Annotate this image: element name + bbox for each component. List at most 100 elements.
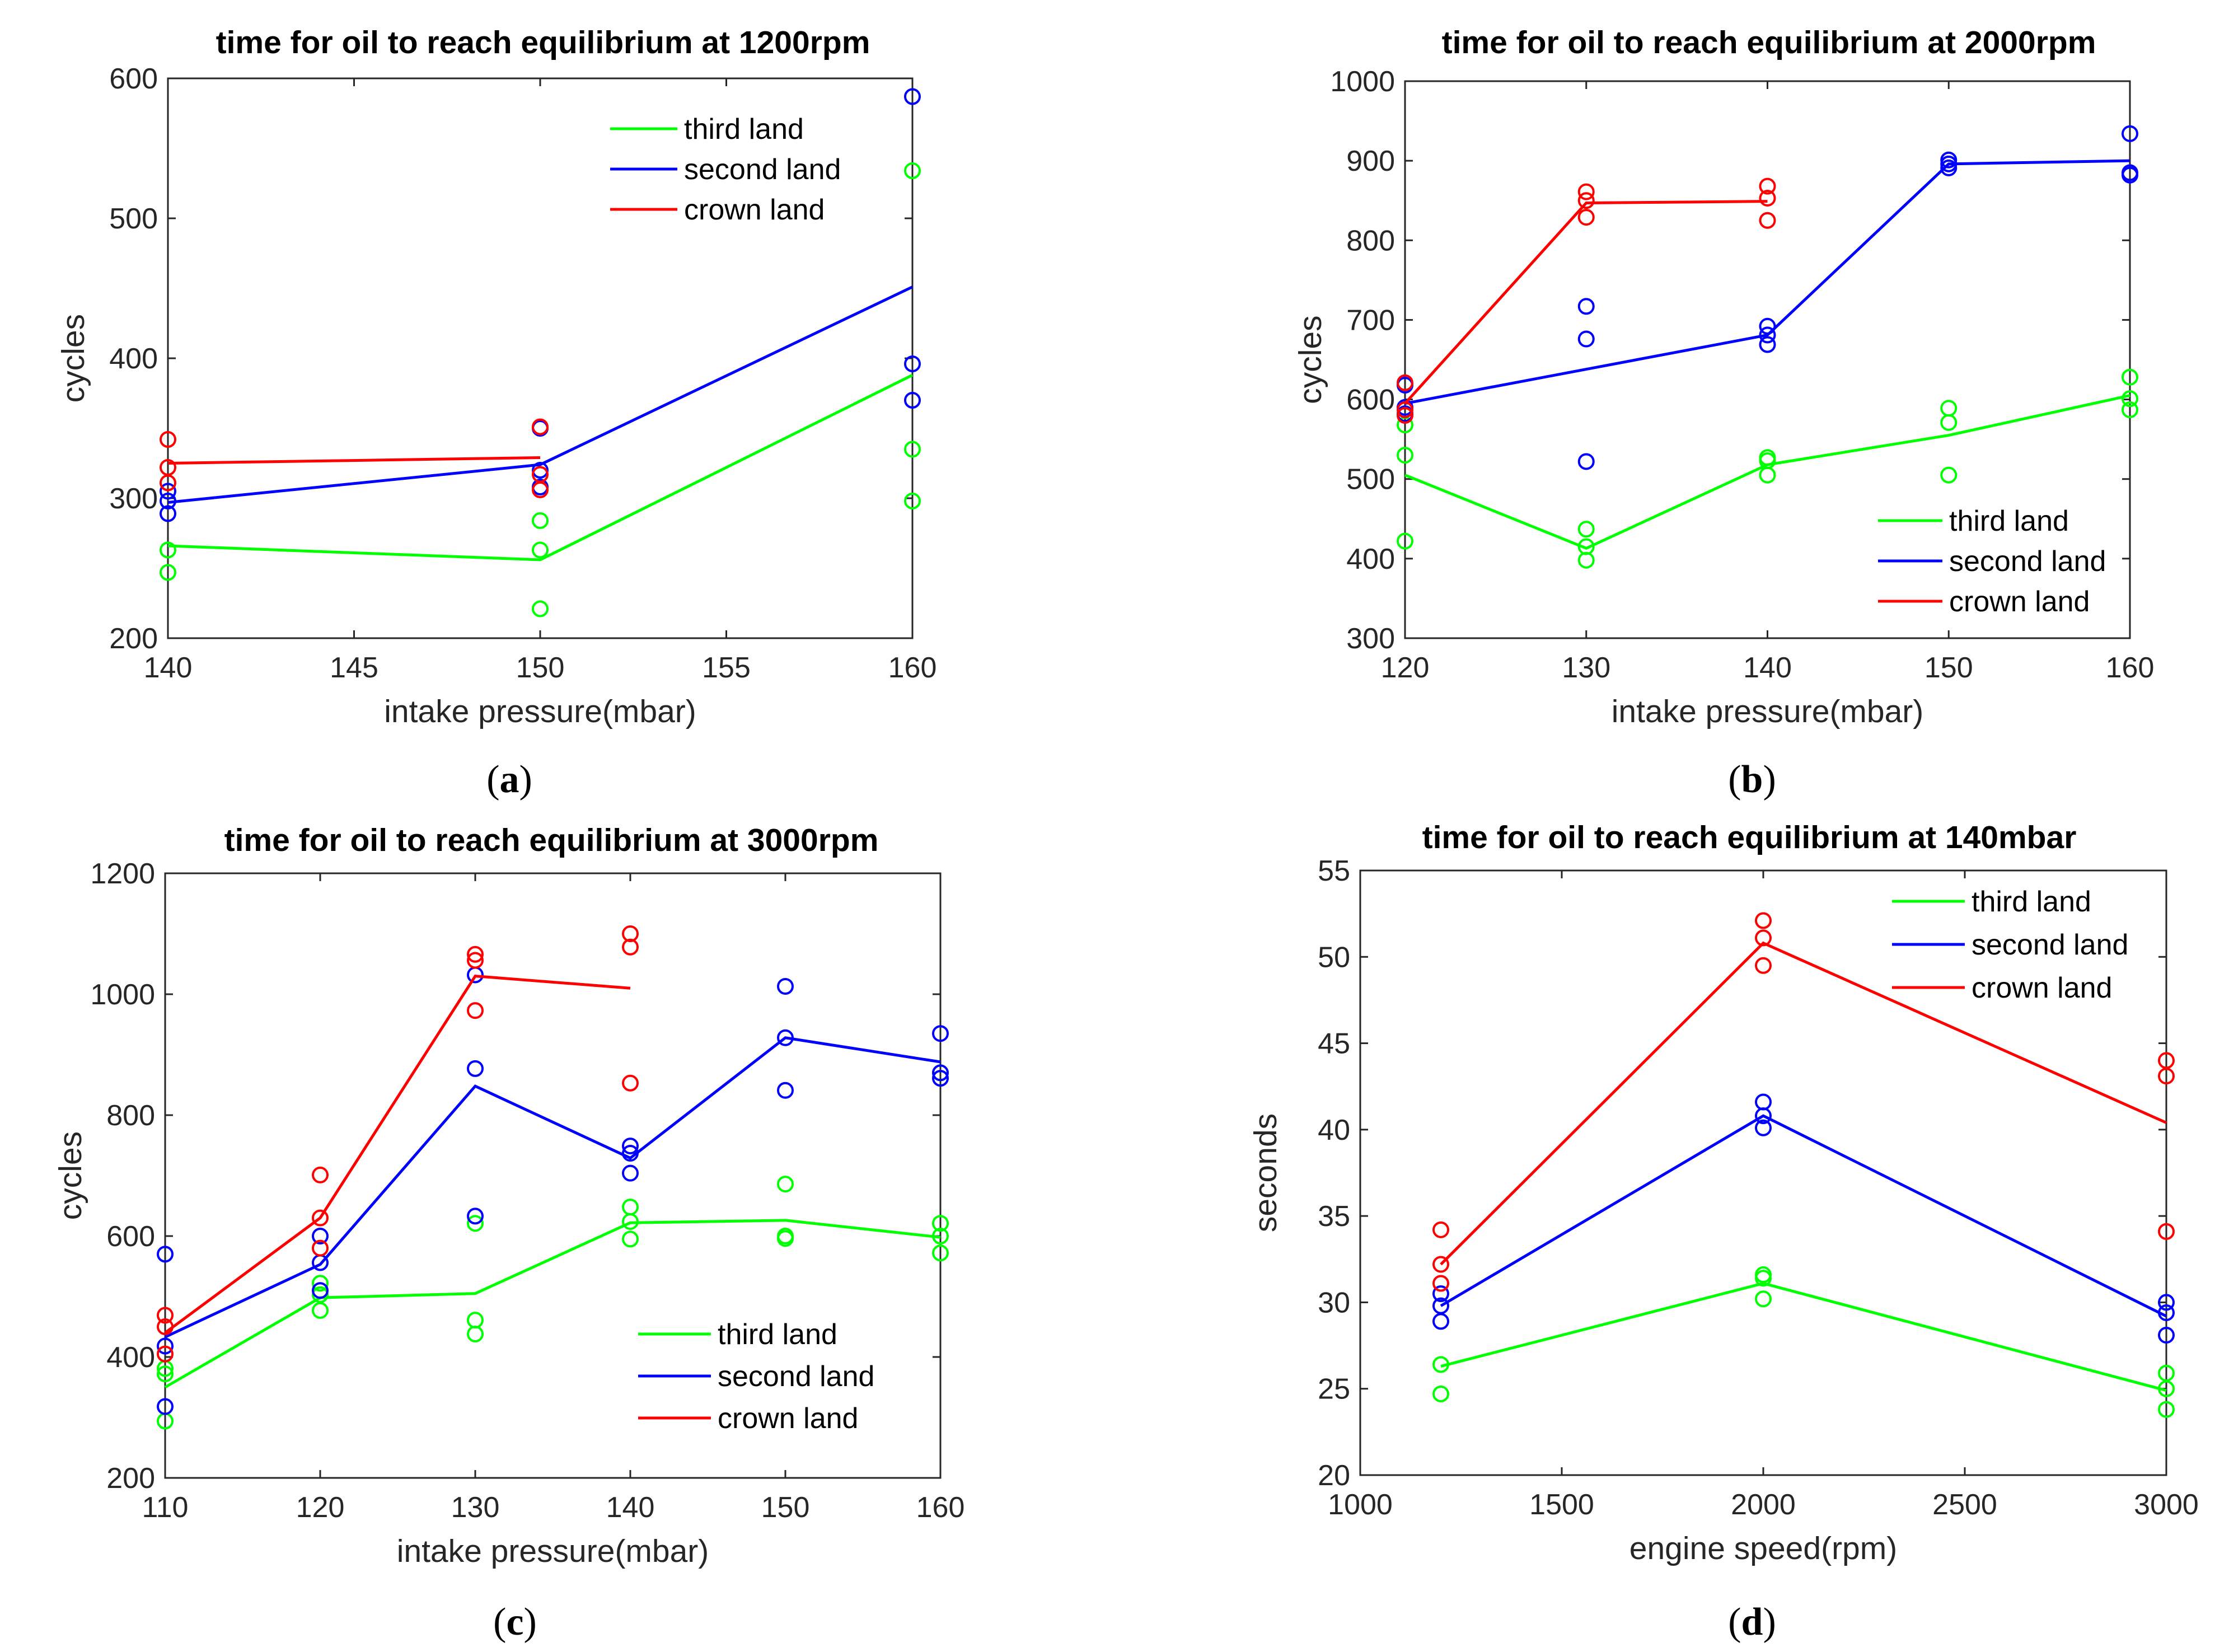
data-point-crown-land: [622, 925, 639, 942]
data-point-second-land: [2122, 125, 2138, 142]
data-point-second-land: [622, 1164, 639, 1182]
data-point-crown-land: [1397, 407, 1413, 424]
series-line-second-land: [167, 286, 914, 504]
data-point-second-land: [1755, 1107, 1772, 1125]
data-point-third-land: [2158, 1380, 2175, 1397]
y-tick-label: 600: [106, 1220, 155, 1253]
data-point-second-land: [2122, 166, 2138, 184]
y-axis-label: seconds: [1248, 1113, 1284, 1232]
data-point-third-land: [1940, 414, 1958, 431]
y-axis-label: cycles: [1293, 315, 1328, 404]
data-point-crown-land: [1759, 177, 1776, 195]
data-point-third-land: [1432, 1385, 1449, 1402]
data-point-crown-land: [1755, 912, 1772, 929]
data-point-third-land: [532, 512, 549, 529]
data-point-crown-land: [160, 474, 176, 492]
y-tick-label: 1200: [90, 858, 155, 890]
series-line-third-land: [1440, 1281, 2167, 1392]
y-tick-label: 400: [106, 1341, 155, 1374]
data-point-crown-land: [1397, 401, 1413, 419]
data-point-third-land: [532, 541, 549, 559]
data-point-third-land: [312, 1275, 329, 1292]
y-tick-label: 1000: [1330, 65, 1395, 98]
data-point-third-land: [2158, 1401, 2175, 1418]
data-point-second-land: [622, 1145, 639, 1162]
data-point-second-land: [1577, 330, 1595, 348]
panel-caption: (c): [493, 1600, 537, 1644]
data-point-crown-land: [622, 1074, 639, 1092]
x-tick-label: 120: [1381, 652, 1430, 684]
x-tick-label: 140: [1743, 652, 1792, 684]
x-tick-label: 3000: [2134, 1489, 2199, 1521]
y-tick-label: 300: [1346, 623, 1395, 655]
x-tick-label: 145: [330, 652, 378, 684]
y-tick-label: 500: [109, 203, 158, 235]
series-line-third-land: [164, 1219, 941, 1389]
x-tick-label: 2000: [1731, 1489, 1796, 1521]
data-point-third-land: [1397, 447, 1413, 464]
data-point-second-land: [160, 493, 176, 509]
data-point-second-land: [904, 392, 921, 409]
legend: third land second land crown land: [1878, 505, 2106, 618]
legend-label: third land: [1949, 505, 2069, 537]
data-point-third-land: [1755, 1270, 1772, 1287]
y-tick-label: 900: [1346, 145, 1395, 177]
data-point-second-land: [1577, 298, 1595, 315]
data-point-third-land: [160, 564, 176, 581]
data-point-second-land: [467, 1060, 484, 1077]
data-point-third-land: [1755, 1290, 1772, 1308]
data-point-crown-land: [467, 952, 484, 969]
data-point-second-land: [467, 1208, 484, 1225]
y-tick-label: 400: [109, 343, 158, 375]
legend-label: second land: [684, 153, 841, 186]
data-point-second-land: [312, 1282, 329, 1299]
legend-label: third land: [718, 1318, 837, 1351]
x-tick-label: 160: [916, 1491, 965, 1524]
data-point-crown-land: [1577, 183, 1595, 200]
x-tick-label: 140: [606, 1491, 655, 1524]
data-point-crown-land: [1432, 1221, 1449, 1238]
data-point-second-land: [904, 355, 921, 372]
x-tick-label: 1500: [1529, 1489, 1594, 1521]
data-point-second-land: [157, 1337, 174, 1355]
data-point-third-land: [904, 493, 921, 509]
data-point-second-land: [932, 1070, 949, 1087]
data-point-crown-land: [532, 418, 549, 436]
data-point-second-land: [157, 1246, 174, 1263]
x-tick-label: 130: [451, 1491, 500, 1524]
y-tick-label: 600: [109, 63, 158, 95]
legend-label: crown land: [684, 194, 825, 226]
x-tick-label: 150: [1924, 652, 1973, 684]
y-tick-label: 35: [1318, 1200, 1350, 1233]
x-tick-label: 110: [142, 1491, 189, 1524]
data-point-second-land: [1432, 1313, 1449, 1330]
y-tick-label: 1000: [90, 979, 155, 1011]
data-point-second-land: [777, 1029, 794, 1046]
legend-label: second land: [718, 1360, 874, 1393]
data-point-third-land: [1940, 466, 1958, 484]
data-point-crown-land: [1759, 212, 1776, 229]
data-point-third-land: [312, 1286, 329, 1303]
data-point-crown-land: [157, 1345, 174, 1363]
panel-caption-letter: b: [1741, 758, 1763, 801]
panel-caption: (b): [1728, 758, 1776, 801]
data-point-third-land: [312, 1302, 329, 1319]
data-point-crown-land: [312, 1209, 329, 1227]
y-axis-label: cycles: [53, 1131, 88, 1220]
data-point-third-land: [2122, 390, 2138, 408]
y-tick-label: 500: [1346, 464, 1395, 496]
panel-caption-letter: c: [506, 1600, 523, 1644]
legend-label: crown land: [1972, 972, 2112, 1004]
data-point-third-land: [1577, 551, 1595, 569]
legend-label: crown land: [1949, 586, 2090, 618]
data-point-third-land: [2122, 368, 2138, 386]
x-tick-label: 155: [702, 652, 751, 684]
data-point-second-land: [777, 977, 794, 995]
chart-title: time for oil to reach equilibrium at 300…: [224, 822, 879, 858]
y-tick-label: 55: [1318, 855, 1350, 887]
y-tick-label: 600: [1346, 384, 1395, 416]
series-line-crown-land: [1440, 941, 2167, 1266]
y-tick-label: 400: [1346, 543, 1395, 575]
